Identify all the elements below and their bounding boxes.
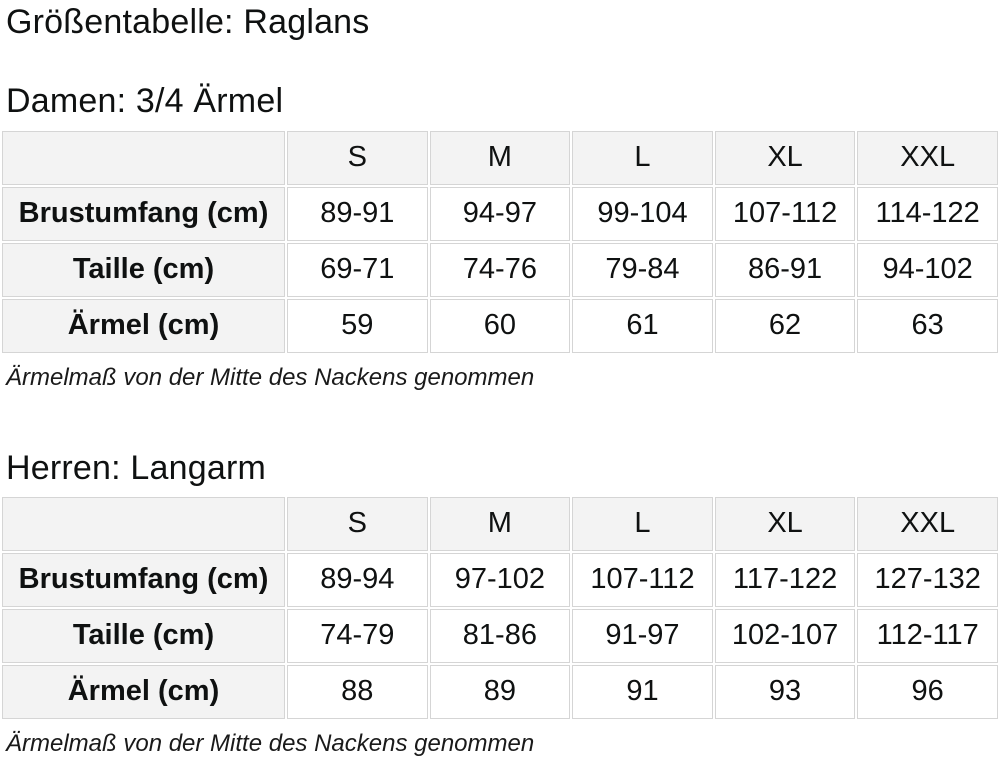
corner-cell xyxy=(2,496,285,551)
size-column-header-l: L xyxy=(572,496,713,551)
measurement-row-label: Taille (cm) xyxy=(2,608,285,663)
size-value-cell: 61 xyxy=(572,298,713,353)
size-column-header-m: M xyxy=(429,130,571,185)
size-column-header-s: S xyxy=(286,496,428,551)
size-value-cell: 88 xyxy=(286,664,428,719)
size-value-cell: 96 xyxy=(857,664,998,719)
corner-cell xyxy=(2,130,285,185)
measurement-row-label: Brustumfang (cm) xyxy=(2,186,285,241)
table-row-taille: Taille (cm) 74-79 81-86 91-97 102-107 11… xyxy=(2,608,998,663)
table-row-aermel: Ärmel (cm) 88 89 91 93 96 xyxy=(2,664,998,719)
table-row-brustumfang: Brustumfang (cm) 89-91 94-97 99-104 107-… xyxy=(2,186,998,241)
section-heading-herren: Herren: Langarm xyxy=(6,448,267,487)
size-column-header-xl: XL xyxy=(714,130,856,185)
table-row-brustumfang: Brustumfang (cm) 89-94 97-102 107-112 11… xyxy=(2,552,998,607)
sleeve-measurement-note: Ärmelmaß von der Mitte des Nackens genom… xyxy=(6,729,535,757)
size-column-header-xxl: XXL xyxy=(857,130,998,185)
size-value-cell: 59 xyxy=(286,298,428,353)
section-damen: Damen: 3/4 Ärmel S M L XL XXL Brustumfan… xyxy=(0,82,1000,392)
size-value-cell: 112-117 xyxy=(857,608,998,663)
size-column-header-xxl: XXL xyxy=(857,496,998,551)
size-value-cell: 93 xyxy=(714,664,856,719)
size-value-cell: 74-79 xyxy=(286,608,428,663)
size-value-cell: 79-84 xyxy=(572,242,713,297)
sleeve-measurement-note: Ärmelmaß von der Mitte des Nackens genom… xyxy=(6,363,535,391)
size-value-cell: 107-112 xyxy=(572,552,713,607)
size-value-cell: 102-107 xyxy=(714,608,856,663)
size-value-cell: 60 xyxy=(429,298,571,353)
table-row-taille: Taille (cm) 69-71 74-76 79-84 86-91 94-1… xyxy=(2,242,998,297)
size-column-header-s: S xyxy=(286,130,428,185)
size-value-cell: 107-112 xyxy=(714,186,856,241)
section-herren: Herren: Langarm S M L XL XXL Brustumfang… xyxy=(0,448,1000,759)
size-value-cell: 97-102 xyxy=(429,552,571,607)
size-value-cell: 99-104 xyxy=(572,186,713,241)
table-row-aermel: Ärmel (cm) 59 60 61 62 63 xyxy=(2,298,998,353)
page-title: Größentabelle: Raglans xyxy=(6,3,370,41)
size-value-cell: 63 xyxy=(857,298,998,353)
size-column-header-xl: XL xyxy=(714,496,856,551)
size-value-cell: 86-91 xyxy=(714,242,856,297)
size-value-cell: 89-91 xyxy=(286,186,428,241)
size-value-cell: 89-94 xyxy=(286,552,428,607)
herren-size-table: S M L XL XXL Brustumfang (cm) 89-94 97-1… xyxy=(0,495,1000,721)
table-header-row: S M L XL XXL xyxy=(2,496,998,551)
size-value-cell: 89 xyxy=(429,664,571,719)
measurement-row-label: Brustumfang (cm) xyxy=(2,552,285,607)
size-value-cell: 127-132 xyxy=(857,552,998,607)
damen-size-table: S M L XL XXL Brustumfang (cm) 89-91 94-9… xyxy=(0,129,1000,355)
size-value-cell: 117-122 xyxy=(714,552,856,607)
size-value-cell: 69-71 xyxy=(286,242,428,297)
size-column-header-l: L xyxy=(572,130,713,185)
measurement-row-label: Ärmel (cm) xyxy=(2,298,285,353)
size-value-cell: 74-76 xyxy=(429,242,571,297)
size-value-cell: 91 xyxy=(572,664,713,719)
measurement-row-label: Taille (cm) xyxy=(2,242,285,297)
measurement-row-label: Ärmel (cm) xyxy=(2,664,285,719)
size-value-cell: 62 xyxy=(714,298,856,353)
size-column-header-m: M xyxy=(429,496,571,551)
section-heading-damen: Damen: 3/4 Ärmel xyxy=(6,82,284,121)
size-value-cell: 91-97 xyxy=(572,608,713,663)
size-value-cell: 94-97 xyxy=(429,186,571,241)
size-value-cell: 114-122 xyxy=(857,186,998,241)
size-value-cell: 94-102 xyxy=(857,242,998,297)
size-value-cell: 81-86 xyxy=(429,608,571,663)
table-header-row: S M L XL XXL xyxy=(2,130,998,185)
